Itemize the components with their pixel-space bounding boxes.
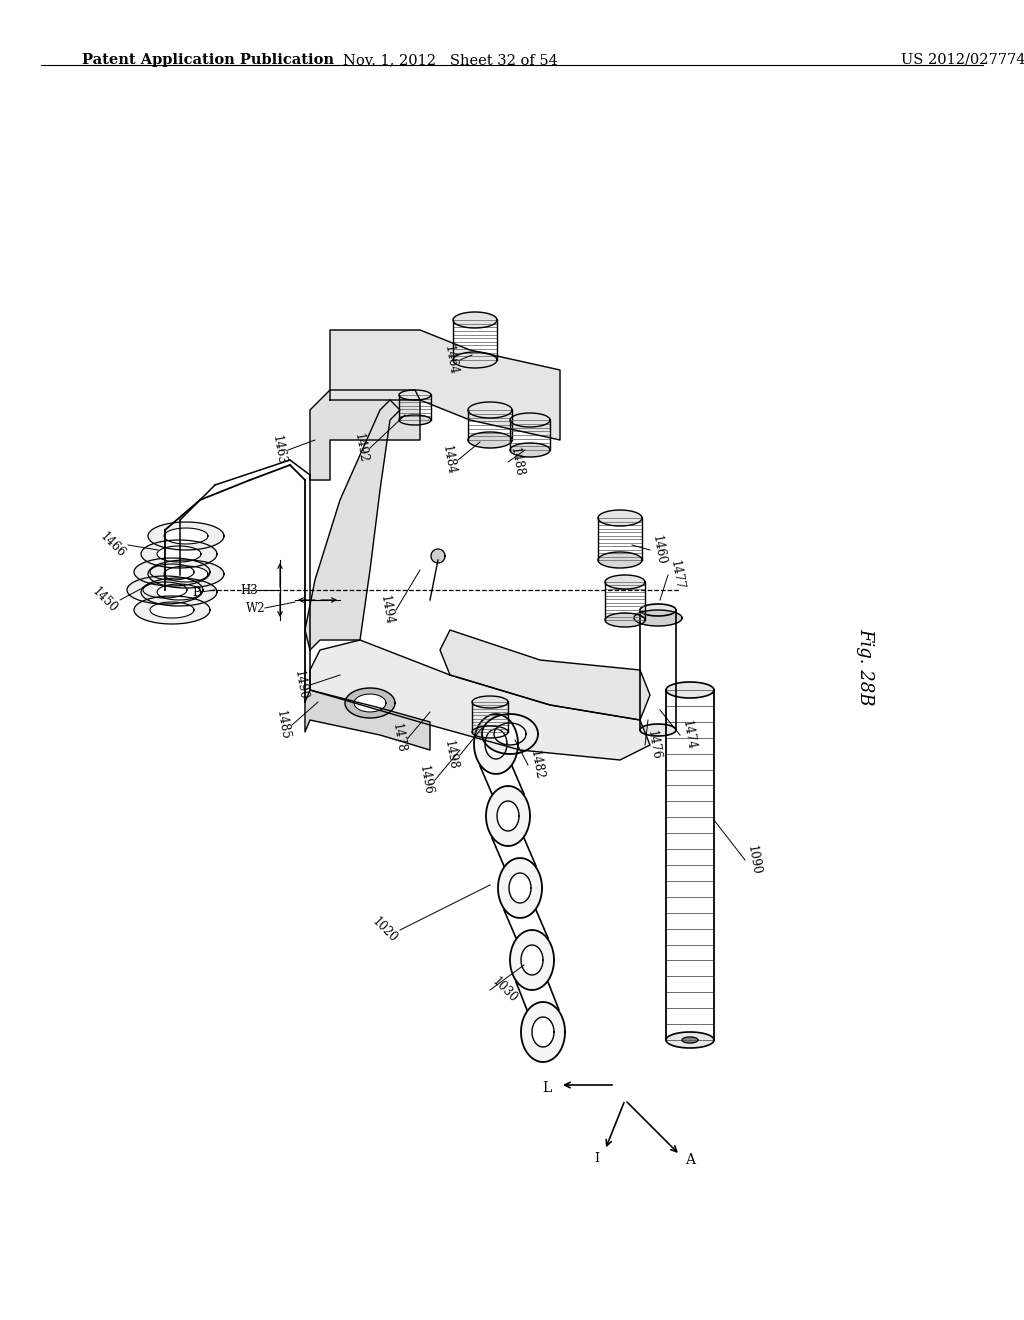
Polygon shape <box>157 583 201 601</box>
Text: US 2012/0277749 A1: US 2012/0277749 A1 <box>901 53 1024 67</box>
Polygon shape <box>148 560 224 587</box>
Polygon shape <box>157 546 201 562</box>
Text: 1464: 1464 <box>442 345 460 376</box>
Text: P: P <box>193 586 200 598</box>
Text: 1498: 1498 <box>442 739 460 771</box>
Polygon shape <box>453 352 497 368</box>
Polygon shape <box>605 612 645 627</box>
Text: 1488: 1488 <box>508 446 526 478</box>
Polygon shape <box>134 597 210 624</box>
Polygon shape <box>666 682 714 698</box>
Text: Patent Application Publication: Patent Application Publication <box>82 53 334 67</box>
Text: 1463: 1463 <box>270 434 288 466</box>
Polygon shape <box>472 696 508 708</box>
Text: 1476: 1476 <box>645 729 663 760</box>
Polygon shape <box>399 389 431 400</box>
Text: L: L <box>543 1081 552 1096</box>
Text: Nov. 1, 2012   Sheet 32 of 54: Nov. 1, 2012 Sheet 32 of 54 <box>343 53 558 67</box>
Polygon shape <box>521 1002 565 1063</box>
Polygon shape <box>310 389 420 480</box>
Polygon shape <box>468 432 512 447</box>
Text: 1485: 1485 <box>274 709 292 741</box>
Text: Fig. 28B: Fig. 28B <box>856 628 874 705</box>
Polygon shape <box>634 610 682 626</box>
Polygon shape <box>399 414 431 425</box>
Polygon shape <box>498 858 542 917</box>
Text: 1482: 1482 <box>528 750 546 780</box>
Polygon shape <box>150 602 194 618</box>
Polygon shape <box>143 582 187 598</box>
Text: 1492: 1492 <box>352 432 370 463</box>
Polygon shape <box>468 403 512 418</box>
Polygon shape <box>521 945 543 975</box>
Polygon shape <box>640 723 676 737</box>
Text: 1484: 1484 <box>440 445 458 475</box>
Text: 1090: 1090 <box>745 845 763 876</box>
Polygon shape <box>134 558 210 586</box>
Polygon shape <box>682 1038 698 1043</box>
Polygon shape <box>474 714 518 774</box>
Polygon shape <box>598 510 642 525</box>
Polygon shape <box>310 640 650 760</box>
Text: I: I <box>595 1151 599 1164</box>
Polygon shape <box>431 549 445 564</box>
Polygon shape <box>472 726 508 738</box>
Text: 1460: 1460 <box>650 535 668 566</box>
Polygon shape <box>509 873 531 903</box>
Polygon shape <box>605 576 645 589</box>
Text: 1490: 1490 <box>292 669 310 701</box>
Text: A: A <box>685 1152 695 1167</box>
Polygon shape <box>510 413 550 426</box>
Text: 1450: 1450 <box>90 585 120 615</box>
Polygon shape <box>305 400 400 649</box>
Text: 1496: 1496 <box>417 764 435 796</box>
Text: 1466: 1466 <box>97 529 128 560</box>
Polygon shape <box>598 552 642 568</box>
Polygon shape <box>305 690 430 750</box>
Polygon shape <box>164 566 208 582</box>
Polygon shape <box>148 521 224 550</box>
Text: H3: H3 <box>241 583 258 597</box>
Polygon shape <box>440 630 650 719</box>
Text: 1020: 1020 <box>370 915 400 945</box>
Polygon shape <box>666 1032 714 1048</box>
Polygon shape <box>141 578 217 606</box>
Polygon shape <box>486 785 530 846</box>
Polygon shape <box>164 528 208 544</box>
Polygon shape <box>354 694 386 711</box>
Polygon shape <box>485 729 507 759</box>
Polygon shape <box>510 931 554 990</box>
Polygon shape <box>510 444 550 457</box>
Polygon shape <box>150 564 194 579</box>
Polygon shape <box>345 688 395 718</box>
Text: 1030: 1030 <box>490 975 520 1005</box>
Polygon shape <box>127 576 203 605</box>
Polygon shape <box>482 714 538 754</box>
Text: 1474: 1474 <box>680 719 698 751</box>
Polygon shape <box>640 605 676 616</box>
Polygon shape <box>453 312 497 327</box>
Polygon shape <box>497 801 519 832</box>
Polygon shape <box>330 330 560 440</box>
Polygon shape <box>494 723 526 744</box>
Text: W2: W2 <box>246 602 265 615</box>
Text: 1478: 1478 <box>390 722 408 754</box>
Text: 1494: 1494 <box>378 594 396 626</box>
Polygon shape <box>532 1016 554 1047</box>
Text: 1477: 1477 <box>668 560 686 591</box>
Polygon shape <box>141 540 217 568</box>
